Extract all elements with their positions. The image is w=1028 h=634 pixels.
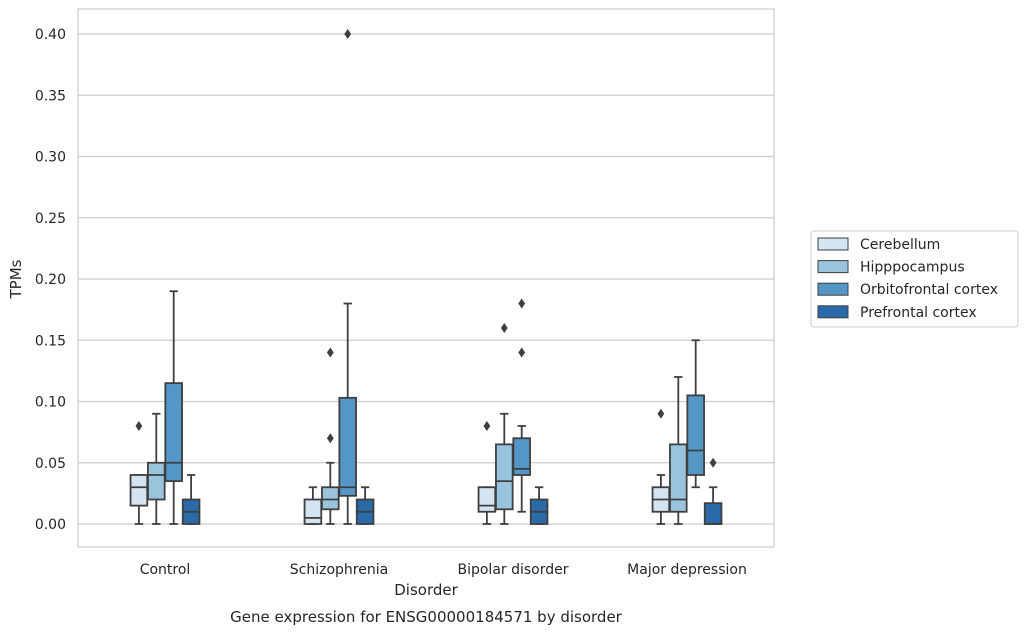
outlier-point: [344, 29, 352, 39]
plot-frame: [77, 8, 775, 548]
box-iqr: [321, 486, 340, 511]
box-iqr: [477, 486, 497, 513]
x-tick-label: Bipolar disorder: [457, 562, 568, 578]
y-tick-label: 0.35: [35, 88, 66, 104]
box-orbitofrontal-cortex: [686, 339, 705, 489]
x-tick-label: Schizophrenia: [290, 562, 388, 578]
y-tick-labels: 0.00 0.05 0.10 0.15 0.20 0.25 0.30 0.35 0.40: [35, 27, 66, 533]
legend-label: Cerebellum: [860, 237, 940, 253]
y-tick-label: 0.10: [35, 395, 66, 411]
box-iqr: [164, 382, 183, 483]
box-iqr: [147, 461, 166, 501]
box-cerebellum: [129, 421, 149, 525]
x-tick-label: Major depression: [627, 562, 747, 578]
box-hipppocampus: [495, 323, 514, 525]
y-tick-label: 0.00: [35, 517, 66, 533]
box-iqr: [303, 498, 323, 525]
y-tick-label: 0.40: [35, 27, 66, 43]
box-iqr: [129, 474, 149, 507]
box-iqr: [703, 502, 723, 525]
box-cerebellum: [303, 486, 323, 525]
outlier-point: [326, 433, 334, 444]
x-tick-label: Control: [140, 562, 191, 578]
box-iqr: [338, 396, 357, 497]
x-axis-title: Disorder: [394, 581, 458, 599]
y-tick-label: 0.20: [35, 272, 66, 288]
outlier-point: [657, 408, 665, 419]
outlier-point: [326, 347, 334, 358]
box-hipppocampus: [669, 376, 688, 525]
outlier-point: [483, 421, 491, 431]
outlier-point: [709, 457, 717, 468]
box-iqr: [686, 394, 705, 476]
chart-caption: Gene expression for ENSG00000184571 by d…: [230, 608, 623, 626]
box-prefrontal-cortex: [529, 486, 549, 525]
y-tick-label: 0.30: [35, 150, 66, 166]
legend-swatch: [817, 305, 849, 319]
outlier-point: [518, 347, 526, 358]
box-iqr: [669, 443, 688, 513]
plot-area: [78, 9, 774, 547]
y-tick-label: 0.25: [35, 211, 66, 227]
legend-label: Orbitofrontal cortex: [860, 282, 998, 298]
legend-label: Prefrontal cortex: [860, 305, 977, 321]
outlier-point: [500, 323, 508, 333]
y-axis-title: TPMs: [7, 259, 25, 299]
legend-swatch: [817, 260, 849, 274]
outlier-point: [135, 421, 143, 431]
box-iqr: [495, 443, 514, 511]
y-tick-label: 0.05: [35, 456, 66, 472]
box-series: [129, 29, 723, 525]
box-hipppocampus: [321, 347, 340, 525]
x-tick-labels: Control Schizophrenia Bipolar disorder Majo…: [140, 562, 747, 578]
y-tick-label: 0.15: [35, 333, 66, 349]
box-iqr: [512, 437, 531, 476]
legend-label: Hipppocampus: [860, 260, 965, 276]
box-prefrontal-cortex: [703, 457, 723, 525]
legend-swatch: [817, 237, 849, 251]
outlier-point: [518, 298, 526, 309]
box-prefrontal-cortex: [355, 486, 375, 525]
box-orbitofrontal-cortex: [512, 298, 531, 513]
legend: Cerebellum Hipppocampus Orbitofrontal cort…: [810, 230, 1019, 328]
box-cerebellum: [651, 408, 671, 525]
box-orbitofrontal-cortex: [164, 290, 183, 525]
box-orbitofrontal-cortex: [338, 29, 357, 525]
box-prefrontal-cortex: [181, 474, 201, 525]
legend-swatch: [817, 282, 849, 296]
box-hipppocampus: [147, 412, 166, 525]
legend-frame: [810, 230, 1019, 328]
